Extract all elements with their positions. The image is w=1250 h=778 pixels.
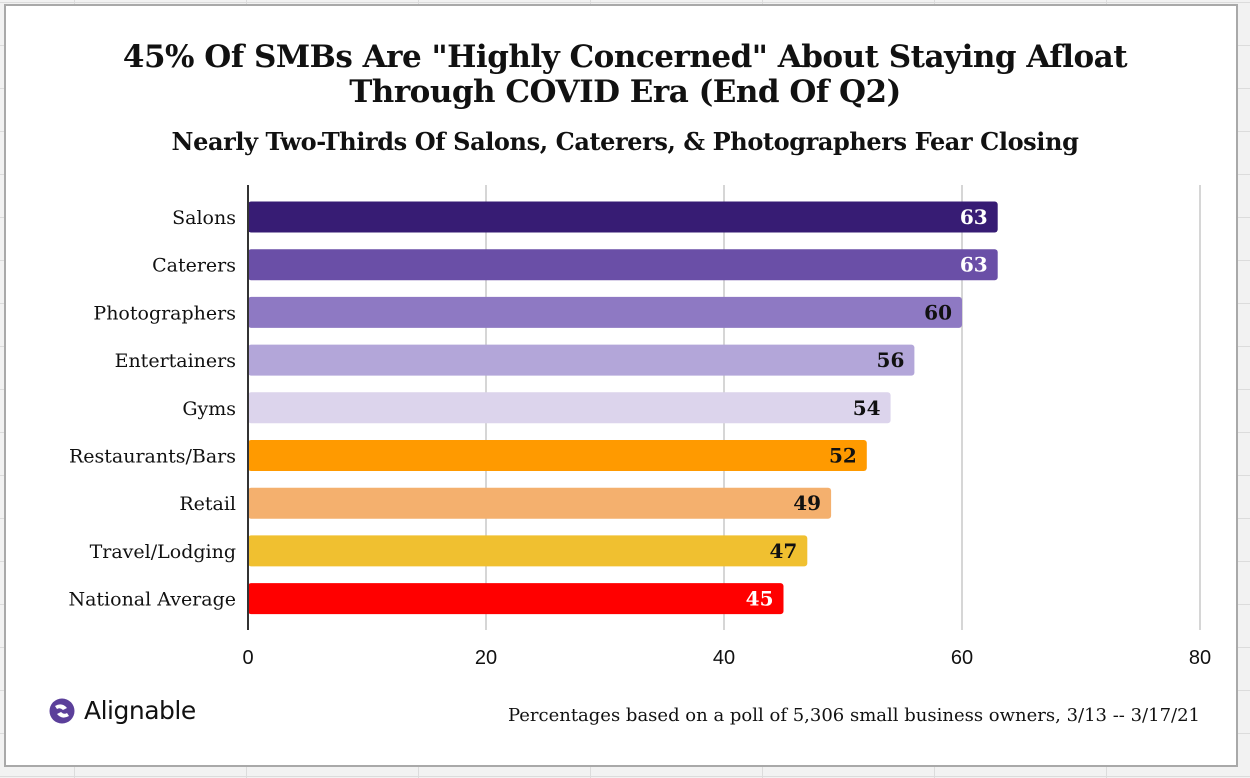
category-label: Entertainers <box>115 350 236 372</box>
data-label: 45 <box>746 587 774 611</box>
data-label: 47 <box>769 539 797 563</box>
x-axis-ticks: 0 20 40 60 80 <box>242 647 1211 669</box>
x-tick-label: 0 <box>242 647 253 669</box>
alignable-logo: Alignable <box>48 696 196 725</box>
bar-national-average <box>248 583 784 615</box>
data-label: 52 <box>829 444 857 468</box>
source-footnote: Percentages based on a poll of 5,306 sma… <box>507 705 1200 726</box>
bar-travel-lodging <box>248 535 808 567</box>
chart-subtitle: Nearly Two-Thirds Of Salons, Caterers, &… <box>171 127 1079 156</box>
chart-title: 45% Of SMBs Are "Highly Concerned" About… <box>0 40 1250 110</box>
data-label: 54 <box>853 396 881 420</box>
category-label: Caterers <box>152 255 236 277</box>
data-label: 63 <box>960 253 988 277</box>
bar-gyms <box>248 392 891 424</box>
data-label: 63 <box>960 205 988 229</box>
x-tick-label: 60 <box>951 647 973 669</box>
bar-salons <box>248 201 998 233</box>
chart-title-line-1: 45% Of SMBs Are "Highly Concerned" About… <box>122 39 1128 75</box>
category-label: Gyms <box>182 398 236 420</box>
category-label: Photographers <box>93 302 236 324</box>
bar-photographers <box>248 296 962 328</box>
x-tick-label: 20 <box>475 647 497 669</box>
category-label: Travel/Lodging <box>90 541 236 563</box>
data-label: 60 <box>924 300 952 324</box>
bars: 63 63 60 56 54 52 49 47 45 <box>248 201 998 615</box>
x-tick-label: 80 <box>1189 647 1211 669</box>
data-label: 49 <box>793 491 821 515</box>
category-label: National Average <box>68 589 236 611</box>
bar-restaurants-bars <box>248 440 867 471</box>
chart-frame[interactable] <box>4 4 1238 767</box>
alignable-logo-text: Alignable <box>84 696 196 725</box>
bar-entertainers <box>248 344 915 376</box>
category-labels: Salons Caterers Photographers Entertainers G… <box>68 207 236 611</box>
alignable-logo-icon <box>49 698 75 723</box>
category-label: Restaurants/Bars <box>69 446 236 468</box>
bar-retail <box>248 487 832 519</box>
category-label: Salons <box>172 207 236 229</box>
bar-caterers <box>248 249 998 281</box>
chart-title-line-2: Through COVID Era (End Of Q2) <box>349 74 901 110</box>
x-tick-label: 40 <box>713 647 735 669</box>
category-label: Retail <box>179 493 236 515</box>
data-label: 56 <box>877 348 905 372</box>
